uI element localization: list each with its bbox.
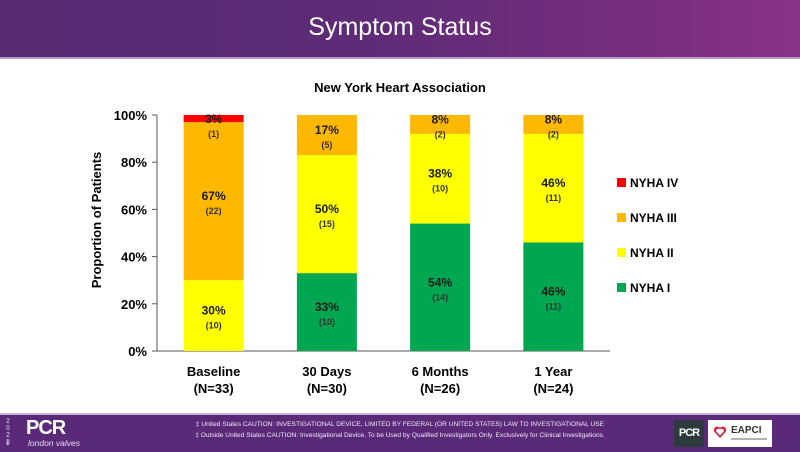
pcr-logo-subtitle: london valves bbox=[28, 438, 80, 448]
x-tick-label: 30 Days bbox=[302, 364, 351, 379]
year-digit: 2 bbox=[6, 432, 10, 439]
bar-segment-nyha-iv bbox=[183, 115, 244, 123]
bar-segment-nyha-ii bbox=[410, 133, 471, 224]
legend-swatch bbox=[617, 248, 626, 257]
slide-footer: 2 0 2 3 PCR london valves 1 ‡ United Sta… bbox=[0, 413, 800, 452]
year-digit: 0 bbox=[6, 425, 10, 432]
eapci-label: EAPCI bbox=[731, 425, 762, 436]
data-label-percent: 38% bbox=[428, 167, 452, 181]
bars bbox=[183, 115, 584, 351]
year-digit: 3 bbox=[6, 439, 10, 446]
y-axis-label: Proportion of Patients bbox=[89, 152, 104, 289]
legend-label: NYHA IV bbox=[630, 176, 678, 190]
bar-segment-nyha-i bbox=[410, 223, 471, 351]
data-label-count: (14) bbox=[432, 292, 448, 302]
slide-number: 1 bbox=[6, 441, 10, 447]
data-label-count: (2) bbox=[548, 129, 559, 139]
y-tick-label: 60% bbox=[121, 202, 147, 217]
footer-year: 2 0 2 3 bbox=[3, 418, 13, 446]
data-label-count: (22) bbox=[206, 206, 222, 216]
bar-segment-nyha-iii bbox=[183, 122, 244, 281]
data-label-count: (5) bbox=[321, 140, 332, 150]
x-tick-sample-size: (N=26) bbox=[420, 381, 460, 396]
x-tick-label: 6 Months bbox=[412, 364, 469, 379]
slide-header: Symptom Status bbox=[0, 0, 800, 59]
bar-segment-nyha-iii bbox=[296, 115, 357, 156]
data-label-percent: 33% bbox=[315, 300, 339, 314]
y-tick-label: 20% bbox=[121, 297, 147, 312]
legend-swatch bbox=[617, 178, 626, 187]
data-label-percent: 46% bbox=[541, 285, 565, 299]
bar-segment-nyha-ii bbox=[183, 280, 244, 351]
y-tick-label: 0% bbox=[128, 344, 147, 359]
legend: NYHA IV NYHA III NYHA II NYHA I bbox=[617, 176, 678, 295]
bar-segment-nyha-iii bbox=[523, 115, 584, 134]
eapci-tagline bbox=[731, 438, 767, 440]
stacked-bar-chart: New York Heart Association Proportion of… bbox=[89, 80, 678, 396]
legend-swatch bbox=[617, 283, 626, 292]
data-label-count: (11) bbox=[546, 302, 562, 312]
x-tick-sample-size: (N=33) bbox=[194, 381, 234, 396]
pcr-partner-logo: PCR bbox=[674, 420, 704, 447]
x-tick-label: Baseline bbox=[187, 364, 240, 379]
data-label-percent: 8% bbox=[545, 112, 563, 126]
bar-segment-nyha-i bbox=[296, 273, 357, 351]
data-label-count: (10) bbox=[206, 321, 222, 331]
bar-segment-nyha-iii bbox=[410, 115, 471, 134]
legend-swatch bbox=[617, 213, 626, 222]
data-label-count: (2) bbox=[435, 129, 446, 139]
disclaimer: ‡ United States CAUTION: INVESTIGATIONAL… bbox=[150, 419, 650, 441]
data-label-count: (11) bbox=[546, 193, 562, 203]
data-label-percent: 50% bbox=[315, 202, 339, 216]
data-label-percent: 54% bbox=[428, 275, 452, 289]
disclaimer-line-1: ‡ United States CAUTION: INVESTIGATIONAL… bbox=[195, 421, 605, 428]
x-tick-label: 1 Year bbox=[534, 364, 572, 379]
data-label-count: (10) bbox=[432, 184, 448, 194]
data-label-percent: 67% bbox=[202, 189, 226, 203]
data-label-count: (1) bbox=[208, 129, 219, 139]
data-label-percent: 17% bbox=[315, 123, 339, 137]
x-tick-sample-size: (N=30) bbox=[307, 381, 347, 396]
y-tick-label: 100% bbox=[114, 108, 148, 123]
data-label-count: (15) bbox=[319, 219, 335, 229]
x-axis: Baseline (N=33) 30 Days (N=30) 6 Months (N=26… bbox=[157, 350, 610, 396]
y-tick-label: 80% bbox=[121, 155, 147, 170]
slide-title: Symptom Status bbox=[308, 13, 492, 41]
legend-label: NYHA II bbox=[630, 246, 674, 260]
data-label-percent: 3% bbox=[205, 112, 223, 126]
bar-segment-nyha-ii bbox=[523, 133, 584, 243]
y-tick-label: 40% bbox=[121, 250, 147, 265]
y-axis: 0% 20% 40% 60% 80% 100% bbox=[114, 108, 158, 359]
legend-label: NYHA I bbox=[630, 281, 670, 295]
heart-icon bbox=[713, 426, 727, 438]
data-label-percent: 30% bbox=[202, 304, 226, 318]
legend-label: NYHA III bbox=[630, 211, 677, 225]
x-tick-sample-size: (N=24) bbox=[533, 381, 573, 396]
data-label-count: (10) bbox=[319, 317, 335, 327]
eapci-partner-logo: EAPCI bbox=[708, 420, 772, 447]
bar-segment-nyha-ii bbox=[296, 155, 357, 274]
disclaimer-line-2: ‡ Outside United States CAUTION: Investi… bbox=[195, 432, 605, 439]
data-label-percent: 8% bbox=[431, 112, 449, 126]
data-labels: 30% (10) 67% (22) 3% (1) 33% (10) 50% (15) 17% (5) 5… bbox=[202, 112, 566, 331]
chart-title: New York Heart Association bbox=[314, 80, 486, 95]
year-digit: 2 bbox=[6, 418, 10, 425]
pcr-logo: PCR bbox=[26, 417, 66, 439]
bar-segment-nyha-i bbox=[523, 242, 584, 351]
data-label-percent: 46% bbox=[541, 176, 565, 190]
